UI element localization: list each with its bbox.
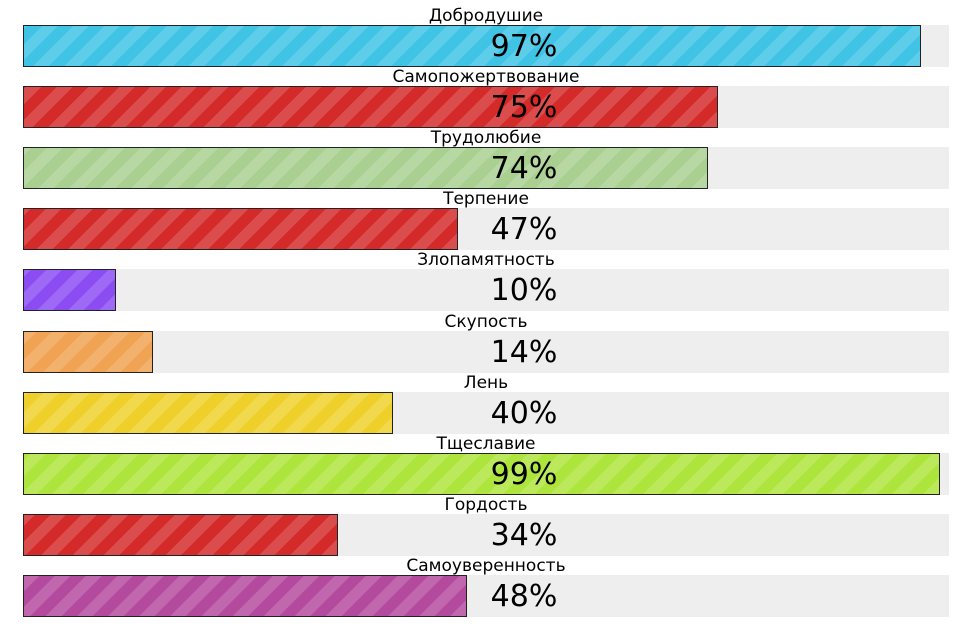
bar-row: 74% Трудолюбие — [0, 122, 969, 190]
bar — [23, 269, 116, 312]
bar-value-label: 10% — [490, 273, 558, 309]
bar-value-label: 34% — [490, 517, 558, 553]
bar — [23, 330, 153, 373]
bar-row: 34% Гордость — [0, 489, 969, 556]
bar — [23, 574, 467, 617]
bar-row: 99% Тщеславие — [0, 428, 969, 495]
bar-row: 10% Злопамятность — [0, 244, 969, 312]
bar-value-label: 99% — [490, 456, 558, 492]
bar — [23, 513, 338, 556]
bar-value-label: 47% — [490, 212, 558, 248]
bar — [23, 452, 940, 495]
bar-category-label: Скупость — [444, 311, 528, 332]
bar-row: 75% Самопожертвование — [0, 61, 969, 129]
bar-category-label: Терпение — [443, 189, 529, 210]
bar-category-label: Тщеславие — [436, 433, 536, 454]
bar — [23, 391, 393, 434]
bar-track: 97% — [23, 25, 949, 67]
bar-category-label: Добродушие — [428, 6, 544, 26]
bar-track: 10% — [23, 269, 949, 312]
bar-value-label: 75% — [490, 90, 558, 126]
bar-value-label: 97% — [490, 29, 558, 64]
bar-category-label: Гордость — [444, 494, 528, 515]
bar-value-label: 40% — [490, 395, 558, 431]
bar — [23, 86, 718, 129]
bar-category-label: Самопожертвование — [392, 67, 580, 88]
bar-row: 47% Терпение — [0, 183, 969, 251]
bar-row: 48% Самоуверенность — [0, 550, 969, 617]
bar-category-label: Лень — [463, 372, 509, 393]
bar — [23, 147, 708, 190]
bar-category-label: Злопамятность — [417, 250, 555, 271]
bar-track: 75% — [23, 86, 949, 129]
bar-category-label: Трудолюбие — [430, 128, 542, 149]
bar-row: 14% Скупость — [0, 306, 969, 373]
bar-track: 14% — [23, 330, 949, 373]
bar-track: 99% — [23, 452, 949, 495]
bar-category-label: Самоуверенность — [406, 555, 566, 576]
bar-value-label: 14% — [490, 334, 558, 370]
bar-row: 40% Лень — [0, 367, 969, 434]
bar — [23, 208, 458, 251]
bar-value-label: 74% — [490, 151, 558, 187]
bar-track: 48% — [23, 574, 949, 617]
bar-row: 97% Добродушие — [0, 0, 969, 67]
bar-track: 40% — [23, 391, 949, 434]
bar — [23, 25, 921, 67]
bar-value-label: 48% — [490, 578, 558, 614]
bar-track: 47% — [23, 208, 949, 251]
bar-track: 34% — [23, 513, 949, 556]
bar-track: 74% — [23, 147, 949, 190]
